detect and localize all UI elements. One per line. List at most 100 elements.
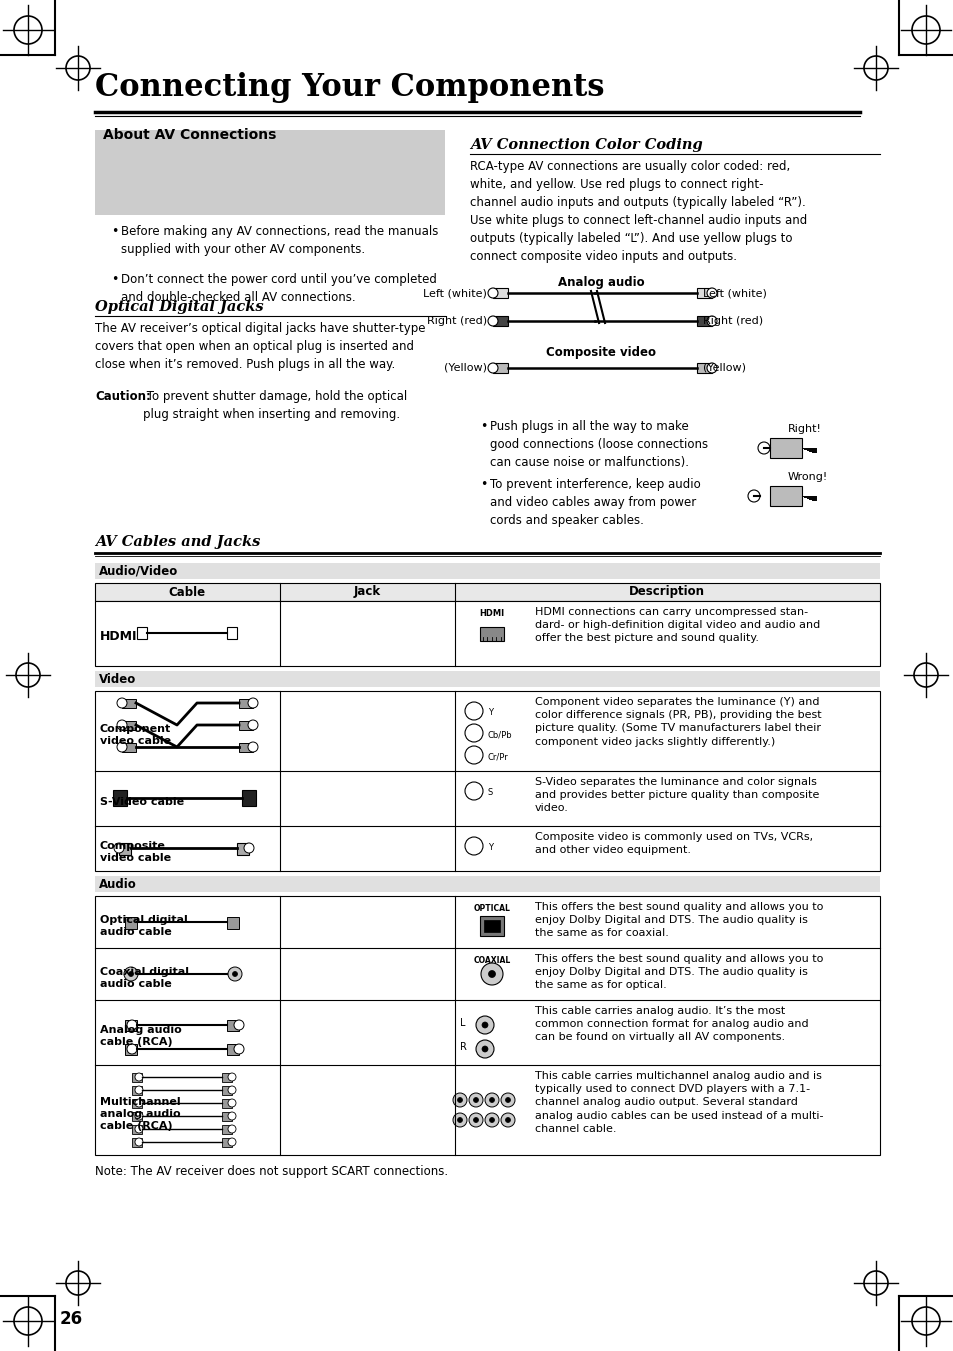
Text: The AV receiver’s optical digital jacks have shutter-type
covers that open when : The AV receiver’s optical digital jacks … [95, 322, 425, 372]
Bar [222, 1125, 232, 1133]
Circle shape [488, 970, 495, 978]
Circle shape [706, 363, 717, 373]
Circle shape [476, 1040, 494, 1058]
Text: This offers the best sound quality and allows you to
enjoy Dolby Digital and DTS: This offers the best sound quality and a… [535, 902, 822, 939]
Circle shape [117, 698, 127, 708]
Bar [239, 698, 253, 708]
Circle shape [248, 698, 257, 708]
Bar [222, 1138, 232, 1147]
Circle shape [244, 843, 253, 852]
Circle shape [473, 1097, 478, 1102]
Circle shape [505, 1097, 510, 1102]
Bar [122, 743, 136, 753]
Text: This offers the best sound quality and allows you to
enjoy Dolby Digital and DTS: This offers the best sound quality and a… [535, 954, 822, 990]
Circle shape [488, 288, 497, 299]
Text: Push plugs in all the way to make
good connections (loose connections
can cause : Push plugs in all the way to make good c… [490, 420, 707, 469]
Text: Video: Video [99, 673, 136, 686]
Text: Right (red): Right (red) [426, 316, 486, 326]
Text: Composite video: Composite video [545, 346, 656, 359]
Bar [239, 743, 253, 753]
Bar [227, 1044, 239, 1055]
Circle shape [758, 442, 769, 454]
Bar [119, 843, 131, 855]
Bar [95, 896, 879, 1155]
Circle shape [117, 720, 127, 730]
Text: Optical digital
audio cable: Optical digital audio cable [100, 915, 188, 938]
Bar [239, 721, 253, 730]
Circle shape [489, 1097, 494, 1102]
Bar [222, 1112, 232, 1121]
Text: Analog audio
cable (RCA): Analog audio cable (RCA) [100, 1025, 182, 1047]
Text: HDMI connections can carry uncompressed stan-
dard- or high-definition digital v: HDMI connections can carry uncompressed … [535, 607, 820, 643]
Circle shape [453, 1113, 467, 1127]
Text: •: • [479, 420, 487, 434]
Text: Coaxial digital
audio cable: Coaxial digital audio cable [100, 967, 189, 989]
Text: Multichannel
analog audio
cable (RCA): Multichannel analog audio cable (RCA) [100, 1097, 180, 1131]
Text: This cable carries analog audio. It’s the most
common connection format for anal: This cable carries analog audio. It’s th… [535, 1006, 808, 1043]
Circle shape [505, 1117, 510, 1123]
Circle shape [135, 1098, 143, 1106]
Text: Component video separates the luminance (Y) and
color difference signals (PR, PB: Component video separates the luminance … [535, 697, 821, 747]
Circle shape [233, 1020, 244, 1029]
Text: Right!: Right! [787, 424, 821, 434]
Text: Caution:: Caution: [95, 390, 151, 403]
Bar [95, 671, 879, 688]
Text: RCA-type AV connections are usually color coded: red,
white, and yellow. Use red: RCA-type AV connections are usually colo… [470, 159, 806, 263]
Bar [95, 563, 879, 580]
Circle shape [135, 1125, 143, 1133]
Circle shape [484, 1093, 498, 1106]
Bar [769, 438, 801, 458]
Circle shape [228, 1112, 235, 1120]
Circle shape [228, 1086, 235, 1094]
Text: Cb/Pb: Cb/Pb [488, 730, 512, 739]
Text: To prevent shutter damage, hold the optical
plug straight when inserting and rem: To prevent shutter damage, hold the opti… [143, 390, 407, 422]
Circle shape [129, 971, 133, 977]
Circle shape [135, 1112, 143, 1120]
Circle shape [706, 316, 717, 326]
Text: (Yellow): (Yellow) [443, 363, 486, 373]
Circle shape [248, 742, 257, 753]
Circle shape [464, 724, 482, 742]
Bar [125, 1020, 137, 1031]
Circle shape [457, 1117, 462, 1123]
Text: (Yellow): (Yellow) [702, 363, 745, 373]
Circle shape [135, 1073, 143, 1081]
Text: Note: The AV receiver does not support SCART connections.: Note: The AV receiver does not support S… [95, 1165, 448, 1178]
Bar [493, 363, 507, 373]
Bar [222, 1073, 232, 1082]
Bar [95, 875, 879, 892]
Text: Connecting Your Components: Connecting Your Components [95, 72, 604, 103]
Bar [227, 1020, 239, 1031]
Bar [95, 584, 879, 601]
Text: Right (red): Right (red) [702, 316, 762, 326]
Circle shape [464, 838, 482, 855]
Circle shape [135, 1138, 143, 1146]
Bar [479, 916, 503, 936]
Circle shape [747, 490, 760, 503]
Circle shape [113, 843, 124, 852]
Circle shape [469, 1093, 482, 1106]
Text: L: L [459, 1019, 465, 1028]
Bar [227, 917, 239, 929]
Bar [95, 690, 879, 871]
Circle shape [500, 1093, 515, 1106]
Circle shape [228, 1098, 235, 1106]
Circle shape [481, 1046, 488, 1052]
Bar [125, 917, 137, 929]
Text: Analog audio: Analog audio [558, 276, 643, 289]
Bar [227, 627, 236, 639]
Text: Audio: Audio [99, 878, 136, 892]
Text: Optical Digital Jacks: Optical Digital Jacks [95, 300, 263, 313]
Bar [132, 1138, 142, 1147]
Bar [242, 790, 255, 807]
Bar [95, 601, 879, 666]
Bar [697, 288, 711, 299]
Text: Left (white): Left (white) [702, 288, 766, 299]
Text: S-Video separates the luminance and color signals
and provides better picture qu: S-Video separates the luminance and colo… [535, 777, 819, 813]
Bar [112, 790, 127, 807]
Text: Wrong!: Wrong! [787, 471, 827, 482]
Text: HDMI: HDMI [479, 609, 504, 617]
Text: HDMI: HDMI [100, 631, 137, 643]
Circle shape [476, 1016, 494, 1034]
Circle shape [489, 1117, 494, 1123]
